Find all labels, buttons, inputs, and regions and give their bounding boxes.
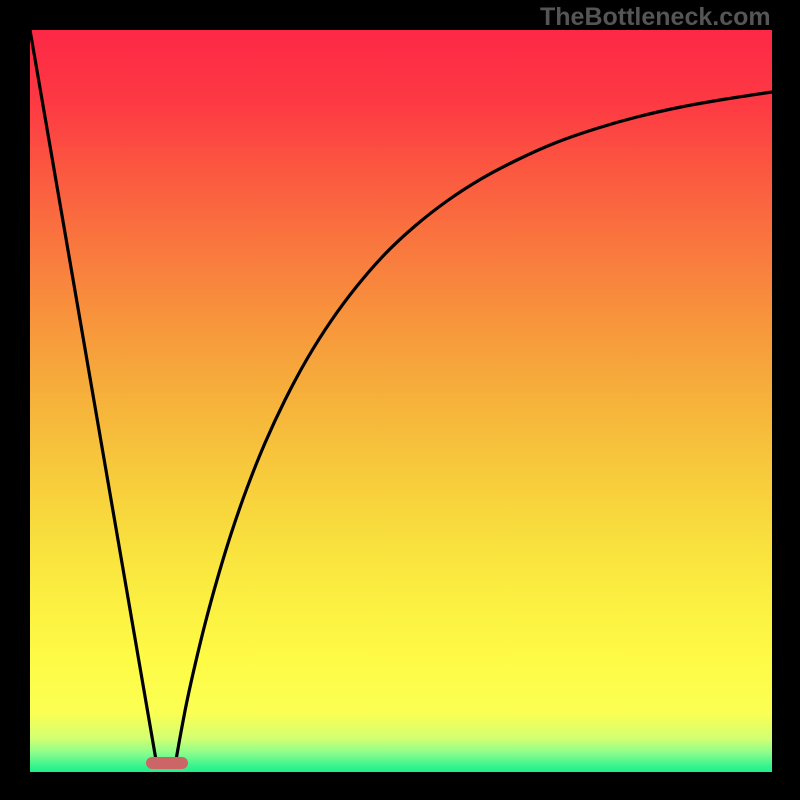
left-curve (30, 30, 156, 760)
right-curve (176, 92, 772, 760)
watermark-text: TheBottleneck.com (540, 3, 771, 32)
plot-area (30, 30, 772, 772)
chart-container: TheBottleneck.com (0, 0, 800, 800)
bottleneck-marker (146, 757, 188, 769)
curve-overlay (30, 30, 772, 772)
